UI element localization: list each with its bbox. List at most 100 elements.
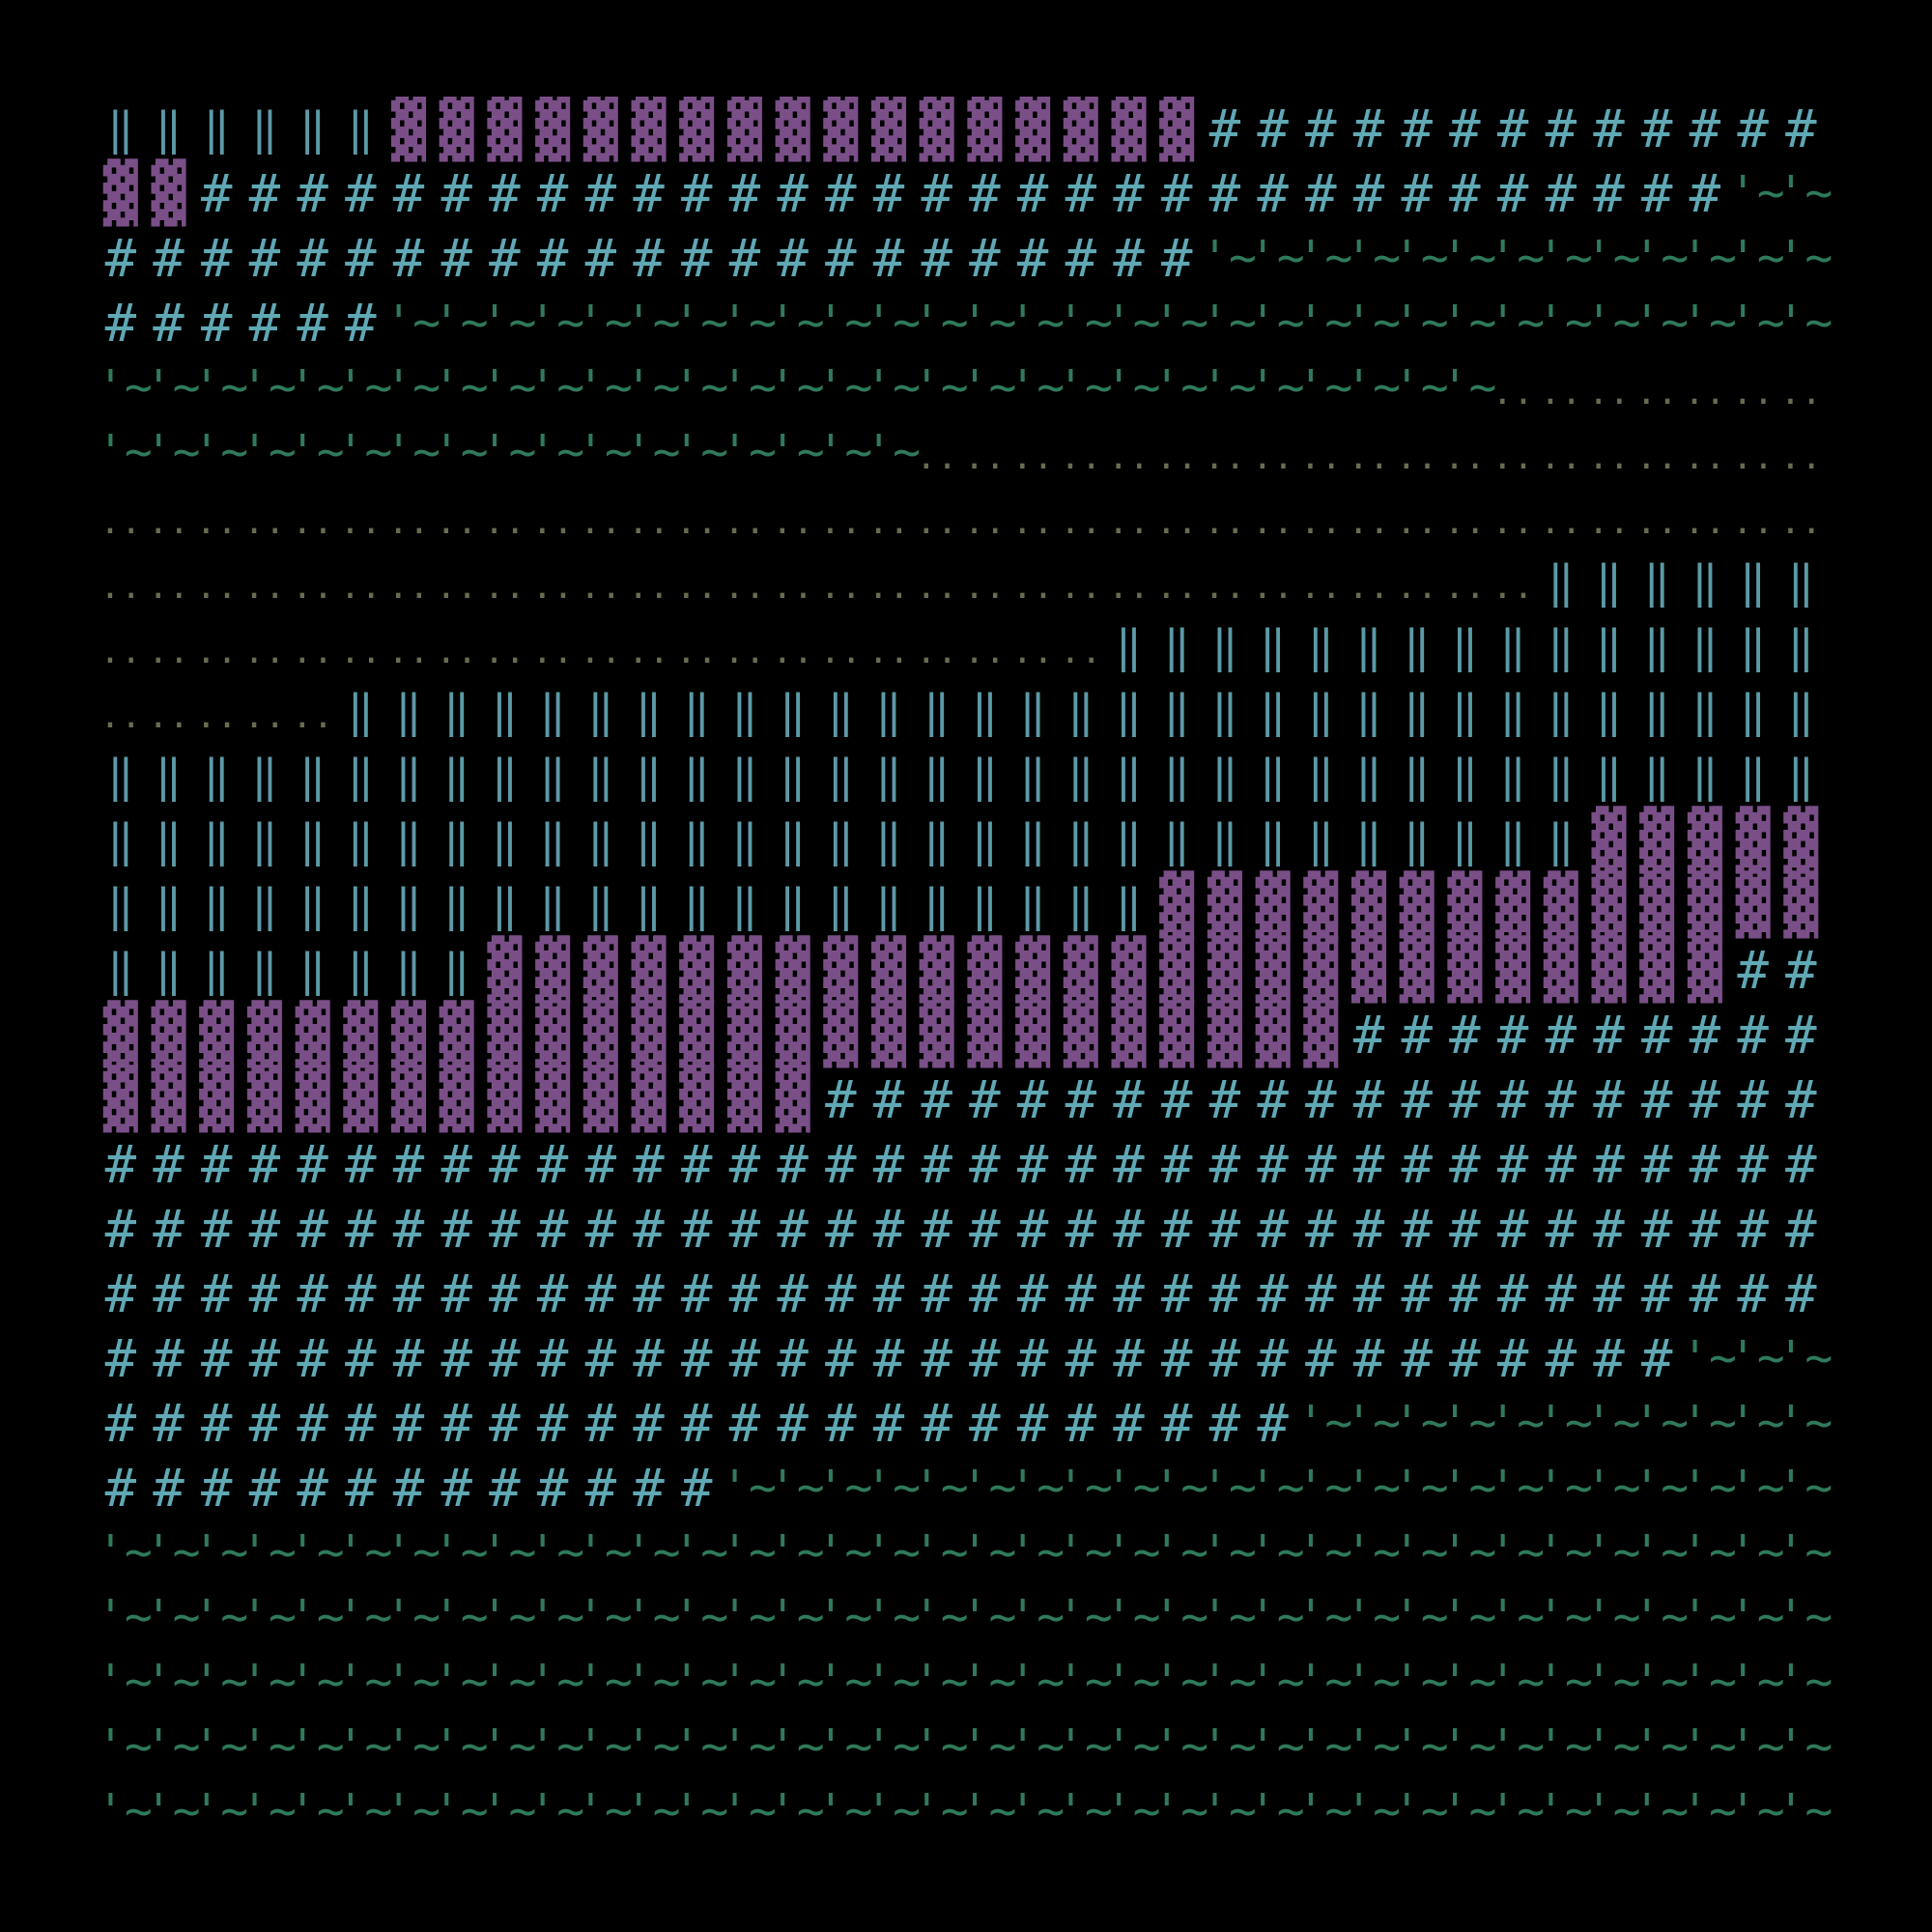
- wave-glyph: '~: [672, 1719, 729, 1774]
- hash-glyph: #: [825, 1393, 857, 1454]
- wave-glyph: '~: [1537, 1719, 1593, 1774]
- pillar-glyph: ‖: [155, 944, 183, 996]
- wave-glyph: '~: [336, 360, 393, 414]
- block-glyph: ▓: [1255, 936, 1291, 1004]
- wave-glyph: '~: [144, 1590, 201, 1644]
- hash-glyph: #: [777, 1393, 809, 1454]
- wave-glyph: '~: [1584, 1719, 1641, 1774]
- wave-glyph: '~: [1681, 1655, 1737, 1709]
- hash-glyph: #: [1016, 1199, 1049, 1260]
- pillar-glyph: ‖: [155, 814, 183, 867]
- block-glyph: ▓: [151, 1065, 186, 1133]
- wave-glyph: '~: [1776, 1396, 1833, 1450]
- hash-glyph: #: [489, 1264, 521, 1324]
- block-glyph: ▓: [1783, 871, 1819, 939]
- hash-glyph: #: [872, 1199, 905, 1260]
- hash-glyph: #: [489, 1199, 521, 1260]
- wave-glyph: '~: [432, 425, 489, 479]
- block-glyph: ▓: [295, 1065, 330, 1133]
- wave-glyph: '~: [192, 1784, 249, 1835]
- hash-glyph: #: [1208, 1069, 1241, 1130]
- wave-glyph: '~: [1201, 231, 1257, 285]
- pillar-glyph: ‖: [251, 879, 278, 931]
- wave-glyph: '~: [672, 425, 729, 479]
- pillar-glyph: ‖: [1211, 750, 1238, 802]
- wave-glyph: '~: [865, 296, 921, 350]
- wave-glyph: '~: [624, 1655, 681, 1709]
- pillar-glyph: ‖: [1691, 555, 1719, 608]
- wave-glyph: '~: [1584, 1655, 1641, 1709]
- dots-glyph: ..: [1492, 438, 1534, 477]
- hash-glyph: #: [633, 163, 665, 224]
- block-glyph: ▓: [535, 1001, 571, 1068]
- dots-glyph: ..: [1204, 502, 1246, 542]
- pillar-glyph: ‖: [1787, 620, 1815, 672]
- hash-glyph: #: [825, 1134, 857, 1195]
- hash-glyph: #: [1593, 163, 1625, 224]
- pillar-glyph: ‖: [155, 750, 183, 802]
- wave-glyph: '~: [480, 1784, 537, 1835]
- hash-glyph: #: [1640, 1199, 1673, 1260]
- wave-glyph: '~: [144, 1525, 201, 1579]
- pillar-glyph: ‖: [1115, 620, 1143, 672]
- wave-glyph: '~: [1296, 1525, 1353, 1579]
- hash-glyph: #: [1065, 163, 1097, 224]
- hash-glyph: #: [1160, 228, 1193, 289]
- wave-glyph: '~: [1728, 1590, 1785, 1644]
- dots-glyph: ..: [1251, 438, 1294, 477]
- wave-glyph: '~: [1201, 1461, 1257, 1515]
- hash-glyph: #: [1305, 1199, 1337, 1260]
- terrain-row: # # # # # # # # # # # # # # # # # # # # # # # # # # # # # # # # # # # #: [97, 1197, 1835, 1262]
- terrain-row: '~ '~ '~ '~ '~ '~ '~ '~ '~ '~ '~ '~ '~ '~ '~ '~ '~ '~ '~ '~…: [97, 355, 1835, 420]
- pillar-glyph: ‖: [1595, 620, 1623, 672]
- block-glyph: ▓: [1543, 871, 1578, 939]
- hash-glyph: #: [248, 1199, 281, 1260]
- wave-glyph: '~: [1537, 1590, 1593, 1644]
- wave-glyph: '~: [1345, 1525, 1401, 1579]
- wave-glyph: '~: [288, 425, 345, 479]
- pillar-glyph: ‖: [347, 944, 375, 996]
- pillar-glyph: ‖: [731, 750, 758, 802]
- block-glyph: ▓: [1495, 871, 1531, 939]
- wave-glyph: '~: [1152, 1461, 1209, 1515]
- wave-glyph: '~: [1776, 1590, 1833, 1644]
- dots-glyph: ..: [387, 567, 430, 607]
- wave-glyph: '~: [1296, 1396, 1353, 1450]
- wave-glyph: '~: [1104, 1784, 1161, 1835]
- dots-glyph: ..: [1011, 438, 1054, 477]
- hash-glyph: #: [1689, 1264, 1721, 1324]
- wave-glyph: '~: [1633, 1784, 1690, 1835]
- hash-glyph: #: [633, 1328, 665, 1389]
- dots-glyph: ..: [99, 696, 142, 736]
- hash-glyph: #: [825, 228, 857, 289]
- wave-glyph: '~: [1489, 1590, 1546, 1644]
- wave-glyph: '~: [384, 1525, 440, 1579]
- pillar-glyph: ‖: [1115, 750, 1143, 802]
- wave-glyph: '~: [1537, 1396, 1593, 1450]
- pillar-glyph: ‖: [1691, 750, 1719, 802]
- wave-glyph: '~: [912, 1461, 969, 1515]
- dots-glyph: ..: [963, 502, 1007, 542]
- wave-glyph: '~: [768, 1590, 825, 1644]
- hash-glyph: #: [1305, 163, 1337, 224]
- wave-glyph: '~: [1776, 296, 1833, 350]
- wave-glyph: '~: [97, 1590, 153, 1644]
- wave-glyph: '~: [672, 1590, 729, 1644]
- wave-glyph: '~: [1776, 1461, 1833, 1515]
- hash-glyph: #: [440, 1458, 472, 1519]
- terrain-row: ‖ ‖ ‖ ‖ ‖ ‖ ‖ ‖ ‖ ‖ ‖ ‖ ‖ ‖ ‖ ‖ ‖ ‖ ‖ ‖ ‖ ‖ ‖ ‖ ‖ ‖ ‖ ‖ ‖ ‖ ‖ ‖ ‖ ‖ ‖ ‖: [97, 744, 1835, 809]
- pillar-glyph: ‖: [923, 750, 951, 802]
- block-glyph: ▓: [535, 1065, 571, 1133]
- dots-glyph: ..: [147, 696, 190, 736]
- block-glyph: ▓: [1735, 871, 1771, 939]
- hash-glyph: #: [1257, 1134, 1289, 1195]
- wave-glyph: '~: [577, 1784, 633, 1835]
- wave-glyph: '~: [1392, 1655, 1449, 1709]
- wave-glyph: '~: [1776, 231, 1833, 285]
- block-glyph: ▓: [919, 1001, 954, 1068]
- block-glyph: ▓: [1159, 936, 1195, 1004]
- pillar-glyph: ‖: [1787, 750, 1815, 802]
- hash-glyph: #: [489, 1458, 521, 1519]
- wave-glyph: '~: [624, 425, 681, 479]
- dots-glyph: ..: [580, 567, 622, 607]
